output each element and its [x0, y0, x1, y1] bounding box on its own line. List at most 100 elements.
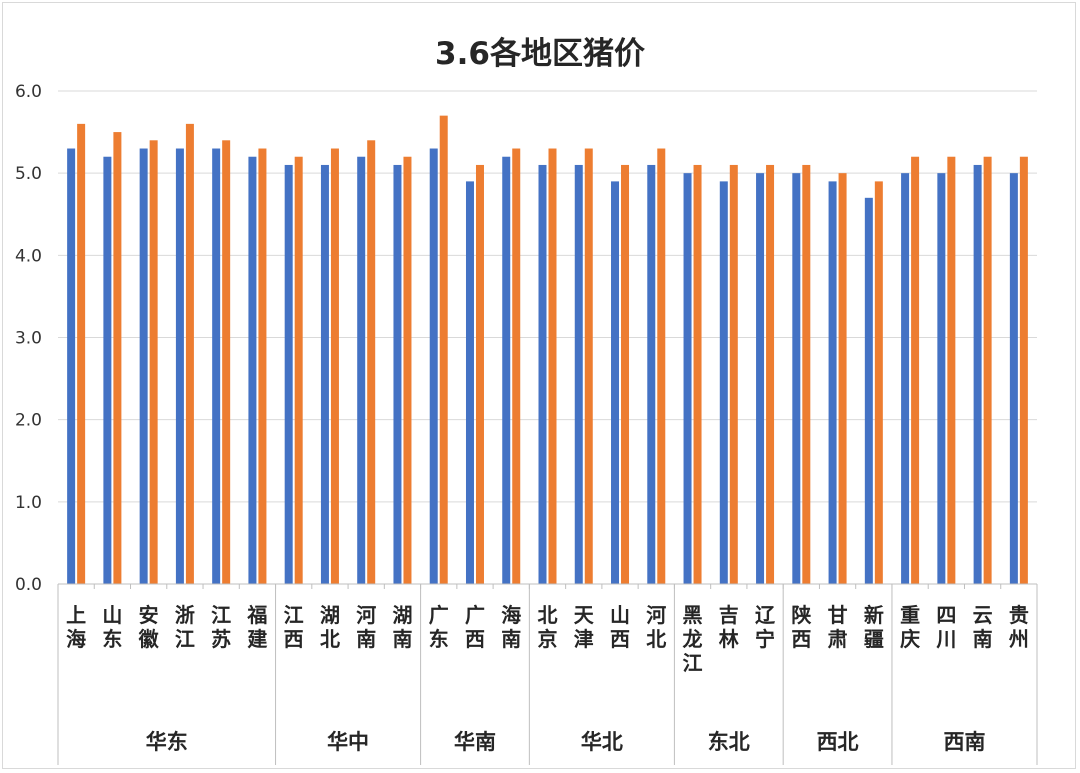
bar	[403, 156, 412, 584]
x-tick-label: 浙江	[175, 603, 195, 651]
y-tick-label: 1.0	[15, 493, 42, 513]
x-tick-label: 安徽	[138, 603, 160, 651]
x-group-label: 华北	[581, 730, 623, 754]
x-group-label: 西北	[817, 730, 859, 754]
bar	[792, 173, 801, 584]
bar	[320, 164, 329, 584]
bar	[258, 148, 267, 584]
x-tick-label: 重庆	[900, 603, 920, 651]
y-tick-label: 2.0	[15, 411, 42, 431]
bar	[911, 156, 920, 584]
bar	[475, 164, 484, 584]
chart-title: 3.6各地区猪价	[435, 36, 645, 72]
bar	[67, 148, 76, 584]
x-group-label: 西南	[943, 730, 985, 754]
x-tick-label: 湖南	[392, 603, 412, 651]
x-tick-label: 湖北	[320, 603, 340, 651]
bar	[429, 148, 438, 584]
bar	[212, 148, 221, 584]
bar	[393, 164, 402, 584]
bar	[77, 123, 86, 584]
x-tick-label: 江西	[284, 603, 304, 651]
x-tick-label: 甘肃	[828, 603, 848, 651]
x-tick-label: 广东	[429, 603, 449, 651]
x-tick-label: 山东	[102, 603, 122, 651]
bar	[548, 148, 557, 584]
y-tick-label: 3.0	[15, 329, 42, 349]
bar	[584, 148, 593, 584]
bar	[357, 156, 366, 584]
bar	[139, 148, 148, 584]
bar	[502, 156, 511, 584]
x-tick-label: 河南	[356, 603, 376, 651]
x-tick-label: 海南	[501, 603, 521, 651]
bar	[103, 156, 112, 584]
bar	[802, 164, 811, 584]
bar	[175, 148, 184, 584]
bar	[621, 164, 630, 584]
gridlines	[58, 90, 1037, 503]
bar	[901, 173, 910, 584]
bar	[538, 164, 547, 584]
bars	[67, 115, 1028, 585]
bar	[693, 164, 702, 584]
bar	[864, 197, 873, 585]
bar	[367, 140, 376, 585]
x-tick-label: 吉林	[719, 603, 739, 651]
bar	[729, 164, 738, 584]
y-tick-label: 6.0	[15, 82, 42, 102]
x-tick-label: 福建	[246, 603, 267, 651]
x-group-label: 东北	[708, 730, 750, 754]
bar	[512, 148, 521, 584]
x-tick-label: 广西	[465, 603, 485, 651]
x-tick-label: 陕西	[791, 603, 811, 651]
x-group-label: 华南	[454, 730, 496, 754]
bar	[149, 140, 158, 585]
x-tick-label: 北京	[538, 603, 558, 651]
x-tick-label: 新疆	[864, 603, 884, 651]
bar	[222, 140, 231, 585]
bar	[766, 164, 775, 584]
bar	[983, 156, 992, 584]
x-tick-label: 云南	[973, 603, 993, 651]
y-tick-label: 0.0	[15, 575, 42, 595]
y-tick-label: 5.0	[15, 164, 42, 184]
x-tick-label: 辽宁	[755, 603, 776, 651]
bar	[647, 164, 656, 584]
bar	[330, 148, 339, 584]
x-group-label: 华中	[327, 730, 369, 754]
bar	[874, 181, 883, 584]
y-tick-label: 4.0	[15, 246, 42, 266]
x-tick-label: 上海	[66, 603, 86, 651]
bar	[828, 181, 837, 584]
x-tick-label: 黑龙江	[683, 603, 703, 675]
bar	[439, 115, 448, 585]
bar	[113, 132, 122, 585]
bar	[611, 181, 620, 584]
bar	[973, 164, 982, 584]
x-tick-label: 江苏	[211, 603, 231, 651]
x-tick-label: 贵州	[1009, 603, 1029, 651]
bar	[937, 173, 946, 584]
x-tick-label: 四川	[935, 603, 956, 651]
bar	[657, 148, 666, 584]
bar	[185, 123, 194, 584]
bar	[683, 173, 692, 584]
x-tick-label: 天津	[574, 603, 595, 651]
x-tick-label: 河北	[646, 603, 666, 651]
x-tick-label: 山西	[610, 603, 630, 651]
bar	[1019, 156, 1028, 584]
bar	[294, 156, 303, 584]
x-group-label: 华东	[146, 730, 188, 754]
bar	[719, 181, 728, 584]
bar	[947, 156, 956, 584]
bar	[756, 173, 765, 584]
x-axis: 上海山东安徽浙江江苏福建江西湖北河南湖南广东广西海南北京天津山西河北黑龙江吉林辽…	[57, 583, 1038, 765]
bar	[248, 156, 257, 584]
bar	[574, 164, 583, 584]
bar	[284, 164, 293, 584]
bar	[1009, 173, 1018, 584]
bar	[838, 173, 847, 584]
